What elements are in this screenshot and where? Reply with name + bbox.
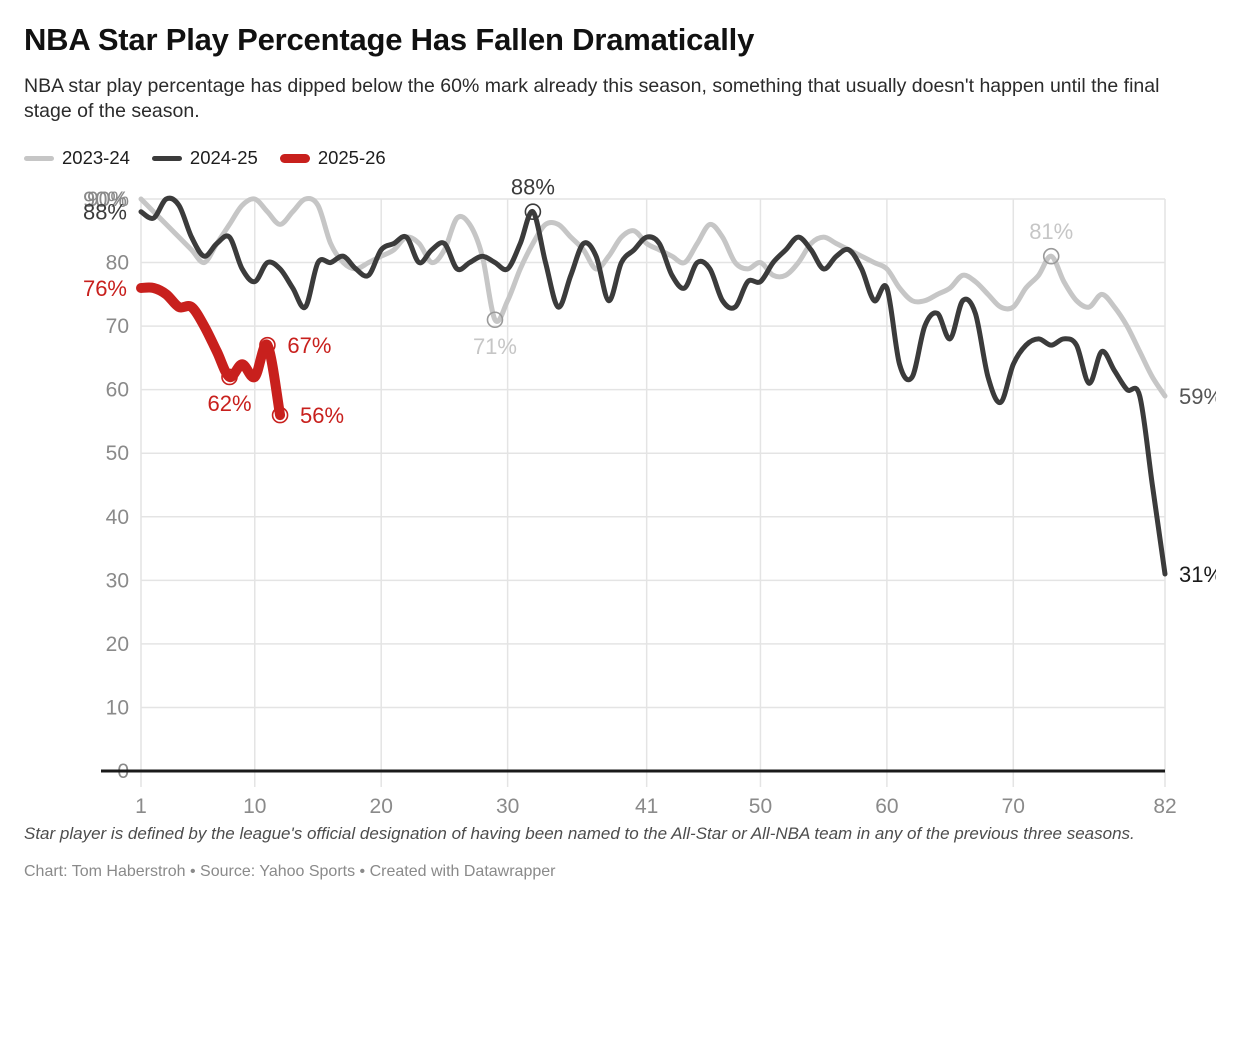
y-axis-tick-label: 60 [106, 379, 129, 402]
y-axis-tick-label: 30 [106, 569, 129, 592]
y-axis-tick-label: 20 [106, 633, 129, 656]
line-chart-svg: 0102030405060708090%1102030415060708271%… [83, 179, 1216, 818]
chart-legend: 2023-24 2024-25 2025-26 [24, 147, 1216, 169]
chart-footnote: Star player is defined by the league's o… [24, 824, 1135, 844]
page-title: NBA Star Play Percentage Has Fallen Dram… [24, 22, 755, 57]
legend-item-2023-24[interactable]: 2023-24 [24, 147, 130, 169]
x-axis-tick-label: 41 [635, 795, 658, 818]
x-axis-tick-label: 10 [243, 795, 266, 818]
legend-swatch-2023-24 [24, 155, 54, 161]
x-axis-tick-label: 82 [1153, 795, 1176, 818]
annotation-marker [221, 368, 238, 386]
chart-credit: Chart: Tom Haberstroh • Source: Yahoo Sp… [24, 863, 556, 881]
y-axis-tick-label: 70 [106, 315, 129, 338]
y-axis-tick-label: 90% [87, 188, 129, 211]
annotation-marker [271, 406, 289, 424]
annotation-label: 62% [207, 391, 251, 416]
annotation-label: 88% [511, 179, 555, 200]
x-axis-tick-label: 20 [370, 795, 393, 818]
line-series-2025-26 [136, 282, 286, 421]
annotation-marker [486, 311, 504, 329]
y-axis-tick-label: 80 [106, 252, 129, 275]
series-start-label: 90% [83, 187, 127, 212]
legend-label-2024-25: 2024-25 [189, 147, 258, 169]
annotation-marker [524, 203, 542, 221]
x-axis-tick-label: 60 [875, 795, 898, 818]
annotation-marker [259, 336, 276, 354]
annotation-label: 67% [287, 333, 331, 358]
series-end-label: 31% [1179, 562, 1216, 587]
x-axis-tick-label: 1 [135, 795, 147, 818]
legend-label-2025-26: 2025-26 [317, 147, 386, 169]
line-series-2023-24 [138, 196, 1168, 399]
legend-label-2023-24: 2023-24 [62, 147, 130, 169]
page-subtitle: NBA star play percentage has dipped belo… [24, 74, 1160, 123]
annotation-label: 81% [1029, 219, 1073, 244]
chart-page: NBA Star Play Percentage Has Fallen Dram… [0, 22, 1240, 1048]
x-axis-tick-label: 70 [1002, 795, 1025, 818]
series-start-label: 88% [83, 200, 127, 225]
legend-swatch-2024-25 [151, 155, 182, 161]
y-axis-tick-label: 10 [106, 697, 129, 720]
line-series-2024-25 [138, 195, 1168, 577]
series-start-label: 76% [83, 276, 127, 301]
x-axis-tick-label: 50 [749, 795, 772, 818]
annotation-label: 56% [300, 403, 344, 428]
annotation-marker [1042, 248, 1060, 265]
x-axis-tick-label: 30 [496, 795, 519, 818]
legend-item-2025-26[interactable]: 2025-26 [279, 147, 386, 169]
y-axis-tick-label: 40 [106, 506, 129, 529]
y-axis-tick-label: 50 [106, 442, 129, 465]
series-end-label: 59% [1179, 384, 1216, 409]
legend-item-2024-25[interactable]: 2024-25 [151, 147, 258, 169]
legend-swatch-2025-26 [279, 153, 310, 163]
annotation-label: 71% [473, 334, 517, 359]
chart-plot-area: 0102030405060708090%1102030415060708271%… [24, 179, 1216, 819]
